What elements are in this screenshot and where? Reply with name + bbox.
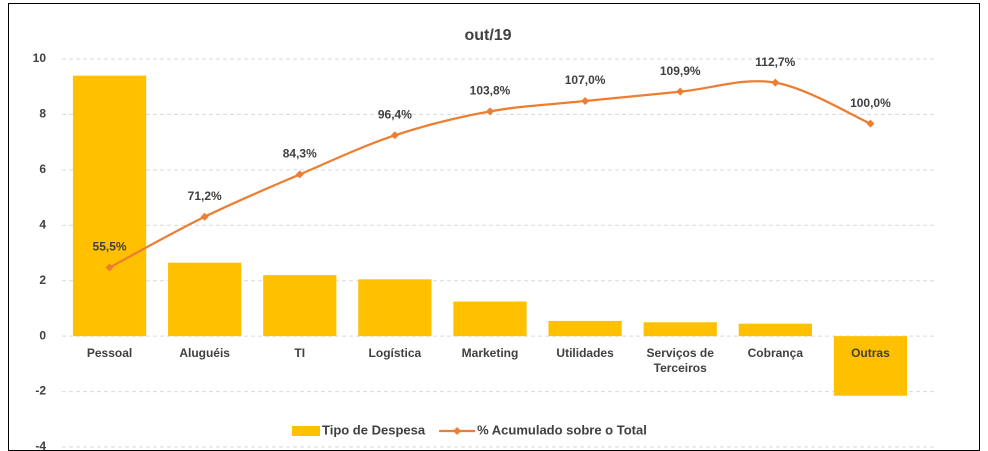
bar [548, 320, 622, 337]
bar [168, 262, 242, 337]
bar [453, 301, 527, 337]
data-label: 103,8% [470, 84, 511, 98]
data-label: 109,9% [660, 64, 701, 78]
marker [200, 212, 209, 221]
y-tick-label: 2 [39, 273, 46, 287]
x-tick-label: Marketing [461, 346, 519, 361]
marker [105, 263, 114, 272]
bar [263, 275, 337, 337]
data-label: 55,5% [93, 240, 127, 254]
y-tick-label: 8 [39, 107, 46, 121]
y-tick-label: -4 [35, 439, 46, 451]
x-tick-label: TI [294, 346, 306, 361]
x-tick-label: Cobrança [747, 346, 803, 361]
bar [358, 279, 432, 337]
legend-swatch [292, 426, 320, 436]
x-tick-label: Utilidades [556, 346, 614, 361]
x-tick-label: Logística [368, 346, 422, 361]
marker [581, 97, 590, 106]
marker [866, 119, 875, 128]
marker [771, 78, 780, 87]
y-tick-label: 0 [39, 328, 46, 342]
x-tick-label: Outras [851, 346, 890, 361]
bar [72, 75, 147, 337]
data-label: 112,7% [755, 55, 795, 69]
marker [676, 87, 685, 96]
y-tick-label: -2 [35, 384, 46, 398]
y-tick-label: 10 [33, 51, 47, 65]
marker [390, 131, 399, 140]
marker [295, 170, 304, 179]
chart-frame [8, 3, 980, 451]
data-label: 96,4% [378, 107, 412, 121]
x-tick-label: Aluguéis [179, 346, 230, 361]
bar [833, 336, 908, 396]
bar [643, 322, 717, 337]
y-tick-label: 4 [39, 217, 46, 231]
legend-marker [453, 427, 462, 435]
chart-title: out/19 [464, 27, 511, 44]
bar [738, 323, 812, 337]
data-label: 100,0% [850, 96, 891, 110]
marker [486, 107, 494, 116]
data-label: 107,0% [565, 73, 606, 87]
legend-label: Tipo de Despesa [322, 422, 426, 437]
x-tick-label: Pessoal [86, 346, 133, 361]
data-label: 71,2% [188, 189, 222, 203]
y-tick-label: 6 [39, 162, 46, 176]
legend-label: % Acumulado sobre o Total [477, 422, 647, 437]
x-tick-label: Serviços de Terceiros [646, 346, 714, 376]
data-label: 84,3% [283, 147, 317, 161]
